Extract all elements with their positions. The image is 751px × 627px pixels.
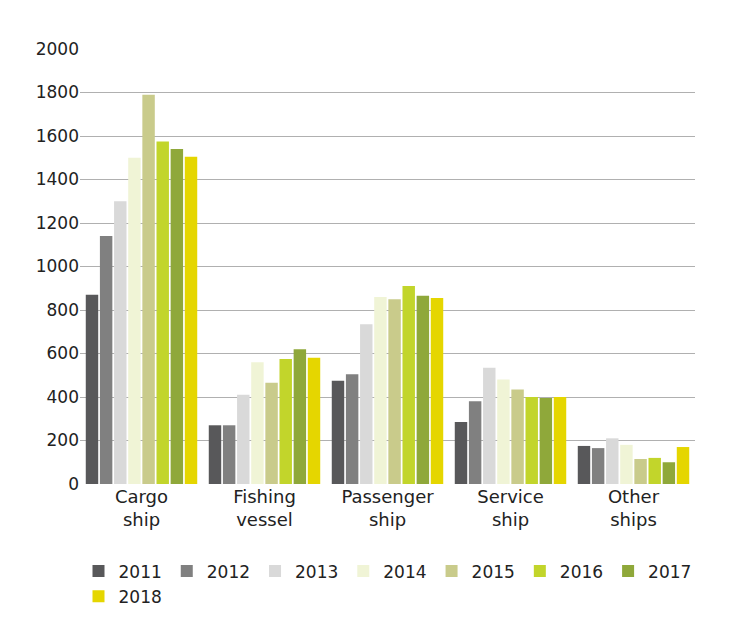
svg-text:600: 600 [47,343,79,363]
svg-text:2013: 2013 [295,562,338,582]
svg-text:Otherships: Otherships [608,486,660,530]
svg-text:Passengership: Passengership [341,486,434,530]
svg-text:1400: 1400 [36,169,79,189]
svg-text:Cargoship: Cargoship [115,486,168,530]
svg-text:2017: 2017 [648,562,691,582]
svg-text:2015: 2015 [472,562,515,582]
svg-text:1200: 1200 [36,213,79,233]
svg-text:1000: 1000 [36,256,79,276]
svg-text:2018: 2018 [119,587,162,607]
svg-text:Serviceship: Serviceship [477,486,544,530]
svg-text:2012: 2012 [207,562,250,582]
svg-text:2016: 2016 [560,562,603,582]
svg-text:1800: 1800 [36,82,79,102]
svg-text:2000: 2000 [36,39,79,59]
svg-text:2011: 2011 [119,562,162,582]
svg-text:Fishingvessel: Fishingvessel [233,486,296,530]
svg-text:200: 200 [47,430,79,450]
svg-text:800: 800 [47,300,79,320]
svg-text:2014: 2014 [383,562,426,582]
svg-text:400: 400 [47,387,79,407]
svg-text:1600: 1600 [36,126,79,146]
svg-text:0: 0 [68,474,79,494]
